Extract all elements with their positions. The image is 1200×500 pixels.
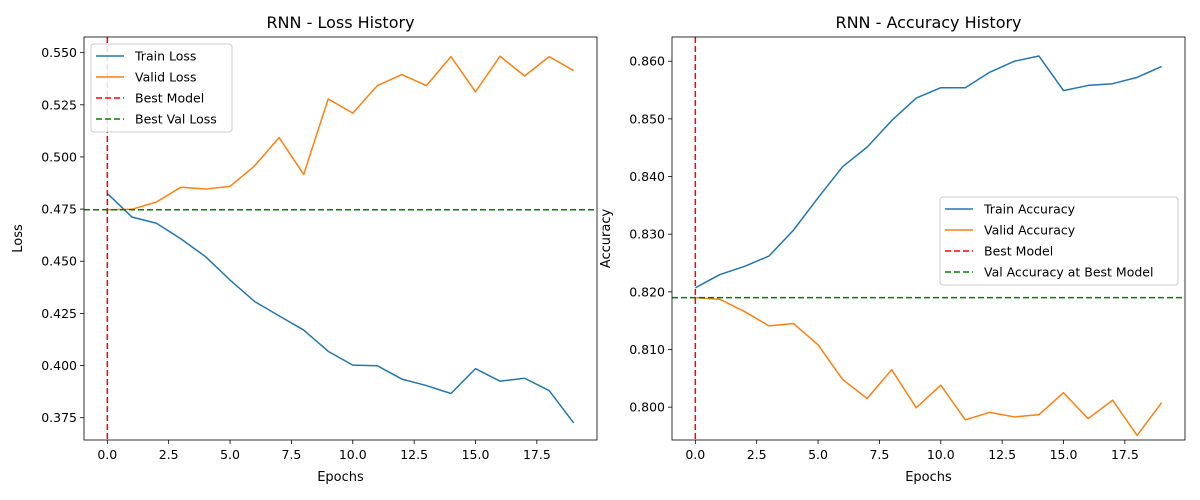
x-tick-label: 15.0 [462,447,490,462]
legend: Train Accuracy Valid Accuracy Best Model Va… [939,196,1179,286]
x-tick-label: 5.0 [220,447,240,462]
plot-data [84,37,597,440]
legend-entry-label: Valid Loss [135,70,197,85]
legend-entry-label: Best Model [984,244,1053,259]
x-tick-label: 15.0 [1050,447,1078,462]
y-tick-label: 0.800 [629,400,665,415]
x-axis-label: Epochs [905,470,952,485]
legend-box [90,43,233,133]
legend-entry-label: Val Accuracy at Best Model [984,265,1153,280]
x-tick-label: 7.5 [869,447,889,462]
legend-entry-label: Valid Accuracy [984,223,1076,238]
x-tick-label: 12.5 [400,447,428,462]
loss-history-panel: RNN - Loss History 0.0 2.5 5.0 7.5 10.0 12.5 15… [11,13,598,485]
legend-entry-label: Train Accuracy [983,202,1076,217]
y-tick-label: 0.425 [41,306,77,321]
legend-entry-label: Best Val Loss [135,112,217,127]
x-tick-label: 2.5 [159,447,179,462]
x-tick-label: 12.5 [988,447,1016,462]
y-tick-label: 0.810 [629,342,665,357]
x-tick-label: 7.5 [281,447,301,462]
y-tick-label: 0.850 [629,111,665,126]
chart-title: RNN - Loss History [266,13,414,32]
x-tick-label: 17.5 [1111,447,1139,462]
x-tick-label: 0.0 [97,447,117,462]
axes-frame [671,36,1186,441]
y-tick-label: 0.840 [629,169,665,184]
x-tick-label: 0.0 [685,447,705,462]
y-tick-label: 0.475 [41,202,77,217]
y-tick-label: 0.500 [41,149,77,164]
x-tick-label: 17.5 [523,447,551,462]
y-axis-label: Loss [11,224,26,253]
legend-box [939,196,1179,286]
x-axis-label: Epochs [317,470,364,485]
y-tick-label: 0.550 [41,45,77,60]
legend: Train Loss Valid Loss Best Model Best Val L… [90,43,233,133]
chart-title: RNN - Accuracy History [835,13,1021,32]
series-line-valid-accuracy [695,296,1163,437]
y-tick-label: 0.820 [629,284,665,299]
y-tick-label: 0.450 [41,254,77,269]
y-tick-label: 0.830 [629,227,665,242]
x-tick-label: 10.0 [339,447,367,462]
x-tick-label: 5.0 [808,447,828,462]
x-tick-label: 10.0 [927,447,955,462]
plot-data [672,37,1185,440]
y-tick-label: 0.525 [41,97,77,112]
y-axis-label: Accuracy [599,209,614,269]
accuracy-history-panel: RNN - Accuracy History 0.0 2.5 5.0 7.5 10.0 12… [599,13,1186,485]
y-tick-label: 0.400 [41,358,77,373]
axes-frame [83,36,598,441]
x-tick-label: 2.5 [747,447,767,462]
series-line-train-loss [106,192,575,424]
legend-entry-label: Train Loss [134,49,196,64]
y-tick-label: 0.860 [629,54,665,69]
series-line-valid-loss [107,55,575,211]
y-tick-label: 0.375 [41,410,77,425]
series-line-train-accuracy [694,55,1162,289]
legend-entry-label: Best Model [135,91,204,106]
